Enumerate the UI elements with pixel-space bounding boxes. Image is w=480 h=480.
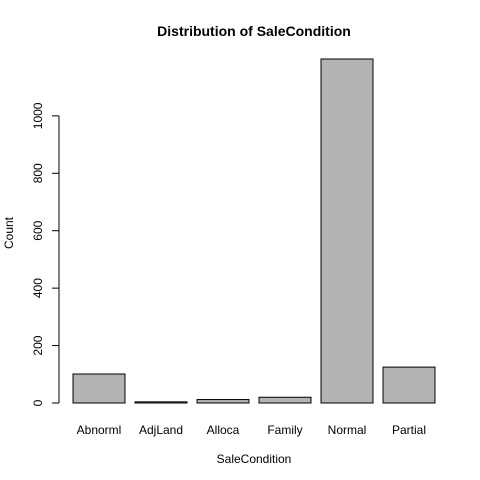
y-tick-label-400: 400: [31, 278, 45, 298]
y-tick-label-1000: 1000: [31, 102, 45, 129]
bar-adjland: [134, 401, 188, 404]
y-tick-label-600: 600: [31, 220, 45, 240]
x-tick-label-abnorml: Abnorml: [77, 423, 122, 437]
y-tick-label-0: 0: [31, 399, 45, 406]
bar-family: [258, 396, 312, 404]
bar-normal: [320, 58, 374, 404]
x-tick-labels: Abnorml AdjLand Alloca Family Normal Partial: [77, 423, 426, 437]
y-tick-label-200: 200: [31, 335, 45, 355]
bar-partial: [382, 366, 436, 404]
y-axis-label: Count: [2, 216, 16, 249]
y-tick-label-800: 800: [31, 163, 45, 183]
x-tick-label-adjland: AdjLand: [139, 423, 183, 437]
bar-abnorml: [72, 373, 126, 404]
x-tick-label-partial: Partial: [392, 423, 426, 437]
y-axis: 0 200 400 600 800 1000: [31, 102, 60, 406]
bar-alloca: [196, 399, 250, 404]
bars-group: [72, 58, 436, 404]
x-tick-label-alloca: Alloca: [207, 423, 240, 437]
x-axis-label: SaleCondition: [217, 452, 292, 466]
x-tick-label-normal: Normal: [328, 423, 367, 437]
x-tick-label-family: Family: [267, 423, 302, 437]
chart-title: Distribution of SaleCondition: [157, 23, 351, 39]
